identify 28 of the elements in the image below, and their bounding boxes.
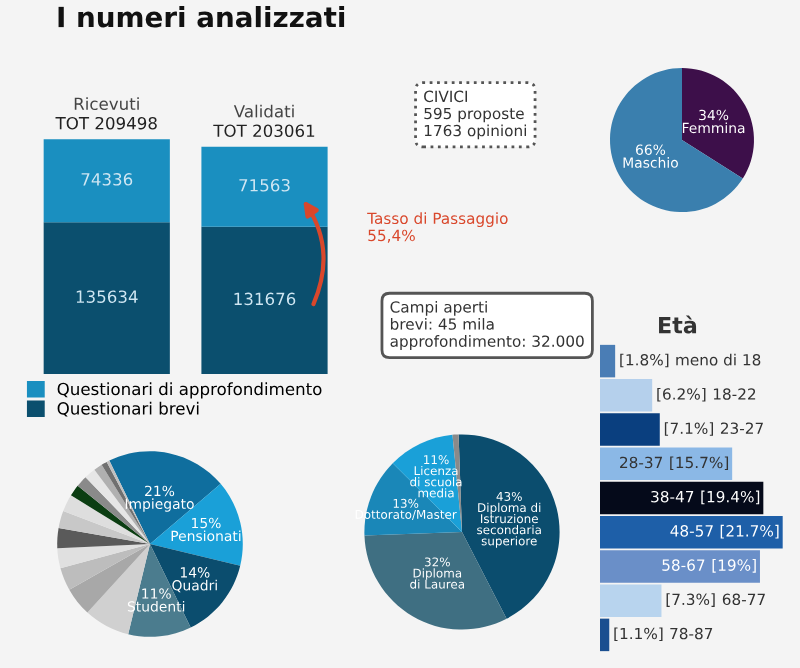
legend-label: Questionari di approfondimento xyxy=(57,382,322,399)
chart-title: Età xyxy=(659,315,697,334)
bar xyxy=(600,481,764,515)
total-label: TOT 209498 xyxy=(55,116,157,130)
chart-title: I numeri analizzati xyxy=(58,6,345,28)
data-label: 131676 xyxy=(234,292,296,306)
x-tick-label: Validati xyxy=(233,104,294,118)
pie-slice xyxy=(682,68,754,179)
bar xyxy=(201,226,328,374)
x-tick-label: Ricevuti xyxy=(74,97,139,111)
data-label: 135634 xyxy=(76,290,138,303)
bar xyxy=(43,222,170,374)
bar xyxy=(600,618,610,652)
bar xyxy=(600,413,660,446)
bar xyxy=(201,146,328,227)
bar xyxy=(600,584,662,617)
pie-slice xyxy=(57,527,150,549)
total-label: TOT 203061 xyxy=(213,124,315,138)
bar xyxy=(43,139,170,223)
bar xyxy=(600,447,733,481)
data-label: 74336 xyxy=(81,173,133,186)
bar xyxy=(600,379,653,412)
data-label: 71563 xyxy=(239,178,290,192)
pie-slice xyxy=(610,68,743,212)
legend-label: Questionari brevi xyxy=(57,401,199,417)
bar xyxy=(600,550,760,583)
bar xyxy=(600,515,783,549)
bar xyxy=(600,344,616,378)
